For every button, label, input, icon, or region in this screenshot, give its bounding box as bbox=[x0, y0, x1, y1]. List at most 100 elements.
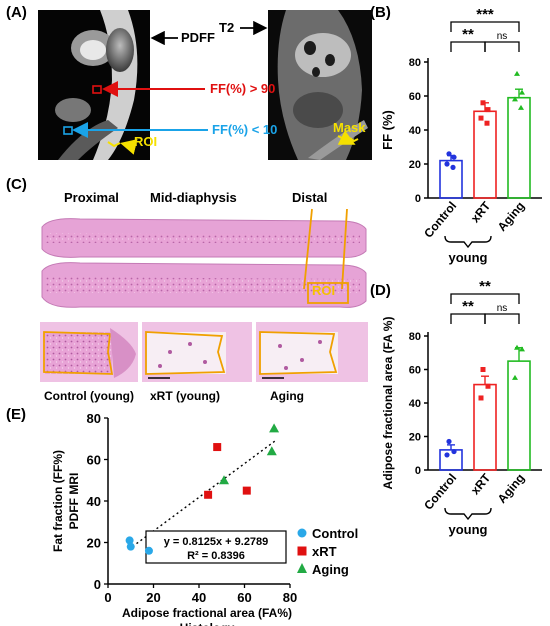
y-tick-label: 60 bbox=[409, 91, 421, 103]
y-tick-label: 40 bbox=[87, 494, 101, 509]
data-point bbox=[450, 164, 456, 170]
legend-marker-aging bbox=[297, 563, 307, 573]
scatter-point-aging bbox=[269, 423, 280, 433]
data-point bbox=[480, 367, 486, 372]
legend-marker-xrt bbox=[297, 546, 307, 556]
mid-diaphysis-label: Mid-diaphysis bbox=[150, 190, 237, 205]
ff-high-label: FF(%) > 90 bbox=[210, 81, 276, 96]
equation-text: y = 0.8125x + 9.2789 bbox=[164, 536, 269, 548]
significance-label: ** bbox=[479, 280, 491, 295]
legend-label-aging: Aging bbox=[312, 562, 349, 577]
data-point bbox=[444, 161, 450, 167]
scatter-point-control bbox=[126, 542, 135, 551]
legend-marker-control bbox=[297, 528, 307, 538]
y-tick-label: 20 bbox=[87, 536, 101, 551]
significance-bracket bbox=[450, 41, 486, 52]
panel-label-d: (D) bbox=[370, 282, 391, 299]
y-axis-label: FF (%) bbox=[380, 110, 395, 150]
bar-xrt bbox=[473, 383, 497, 471]
x-axis-label: Adipose fractional area (FA%) bbox=[122, 606, 292, 620]
bone-section-images bbox=[41, 208, 367, 308]
bar-aging bbox=[507, 360, 531, 471]
category-label: Aging bbox=[495, 199, 528, 234]
y-tick-label: 40 bbox=[409, 398, 421, 410]
panel-label-b: (B) bbox=[370, 4, 391, 21]
t2-label: T2 bbox=[219, 20, 235, 35]
data-point bbox=[514, 70, 520, 76]
significance-label: ** bbox=[462, 298, 474, 315]
y-tick-label: 80 bbox=[409, 331, 421, 343]
caption-xrt: xRT (young) bbox=[150, 389, 220, 403]
data-point bbox=[519, 89, 525, 95]
roi-label-a: ROI bbox=[134, 134, 158, 149]
data-point bbox=[446, 151, 452, 157]
data-point bbox=[444, 452, 450, 458]
bar-control bbox=[439, 449, 463, 471]
category-label: xRT bbox=[468, 198, 494, 225]
significance-label: ** bbox=[462, 26, 474, 43]
scatter-point-aging bbox=[266, 446, 277, 456]
y-tick-label: 20 bbox=[409, 432, 421, 444]
y-tick-label: 80 bbox=[87, 411, 101, 426]
significance-label: ns bbox=[497, 31, 508, 42]
r2-text: R² = 0.8396 bbox=[187, 550, 245, 562]
data-point bbox=[484, 120, 490, 126]
y-tick-label: 60 bbox=[409, 365, 421, 377]
y-tick-label: 0 bbox=[415, 193, 421, 205]
legend-label-xrt: xRT bbox=[312, 544, 337, 559]
category-label: Aging bbox=[495, 471, 528, 506]
ff-low-label: FF(%) < 10 bbox=[212, 122, 278, 137]
scatter-point-xrt bbox=[204, 490, 213, 499]
data-point bbox=[478, 115, 484, 121]
x-tick-label: 20 bbox=[146, 590, 160, 605]
category-label: xRT bbox=[468, 470, 494, 497]
x-tick-label: 60 bbox=[237, 590, 251, 605]
significance-bracket bbox=[450, 313, 486, 324]
y-tick-label: 0 bbox=[415, 465, 421, 477]
y-tick-label: 20 bbox=[409, 159, 421, 171]
significance-bracket bbox=[450, 293, 520, 304]
y-tick-label: 80 bbox=[409, 57, 421, 69]
legend-label-control: Control bbox=[312, 526, 358, 541]
data-point bbox=[446, 438, 452, 445]
data-point bbox=[478, 395, 484, 401]
panel-b-chart: 0 20 40 60 80 FF (%) Control xRT Aging young *****… bbox=[380, 6, 542, 265]
proximal-label: Proximal bbox=[64, 190, 119, 205]
x-tick-label: 40 bbox=[192, 590, 206, 605]
pdff-label: PDFF bbox=[181, 30, 215, 45]
scatter-point-aging bbox=[219, 475, 230, 485]
roi-label-c: ROI bbox=[312, 283, 336, 298]
category-label: Control bbox=[421, 471, 459, 513]
data-point bbox=[519, 346, 525, 352]
caption-aging: Aging bbox=[270, 389, 304, 403]
scatter-point-xrt bbox=[213, 443, 222, 452]
caption-control: Control (young) bbox=[44, 389, 134, 403]
roi-arrow bbox=[120, 139, 138, 155]
significance-label: ns bbox=[497, 303, 508, 314]
significance-bracket bbox=[484, 41, 520, 52]
y-tick-label: 0 bbox=[94, 577, 101, 592]
panel-label-a: (A) bbox=[6, 4, 27, 21]
mask-label: Mask bbox=[333, 120, 366, 135]
data-point bbox=[485, 383, 491, 389]
panel-a-annotations bbox=[72, 20, 356, 155]
ff-high-roi-box bbox=[92, 85, 102, 94]
panel-label-e: (E) bbox=[6, 406, 26, 423]
group-label: young bbox=[449, 250, 488, 265]
panel-d-chart: 0 20 40 60 80 Adipose fractional area (FA %) C… bbox=[381, 280, 542, 537]
data-point bbox=[485, 107, 491, 113]
y-tick-label: 60 bbox=[87, 453, 101, 468]
data-point bbox=[480, 100, 486, 106]
x-tick-label: 80 bbox=[283, 590, 297, 605]
panel-label-c: (C) bbox=[6, 176, 27, 193]
group-label: young bbox=[449, 522, 488, 537]
data-point bbox=[451, 154, 457, 160]
data-point bbox=[518, 104, 524, 110]
x-tick-label: 0 bbox=[104, 590, 111, 605]
roi-box-c bbox=[307, 282, 349, 304]
bar-aging bbox=[507, 96, 531, 199]
category-label: Control bbox=[421, 199, 459, 241]
y-tick-label: 40 bbox=[409, 125, 421, 137]
bone-closeup-images bbox=[40, 322, 368, 382]
